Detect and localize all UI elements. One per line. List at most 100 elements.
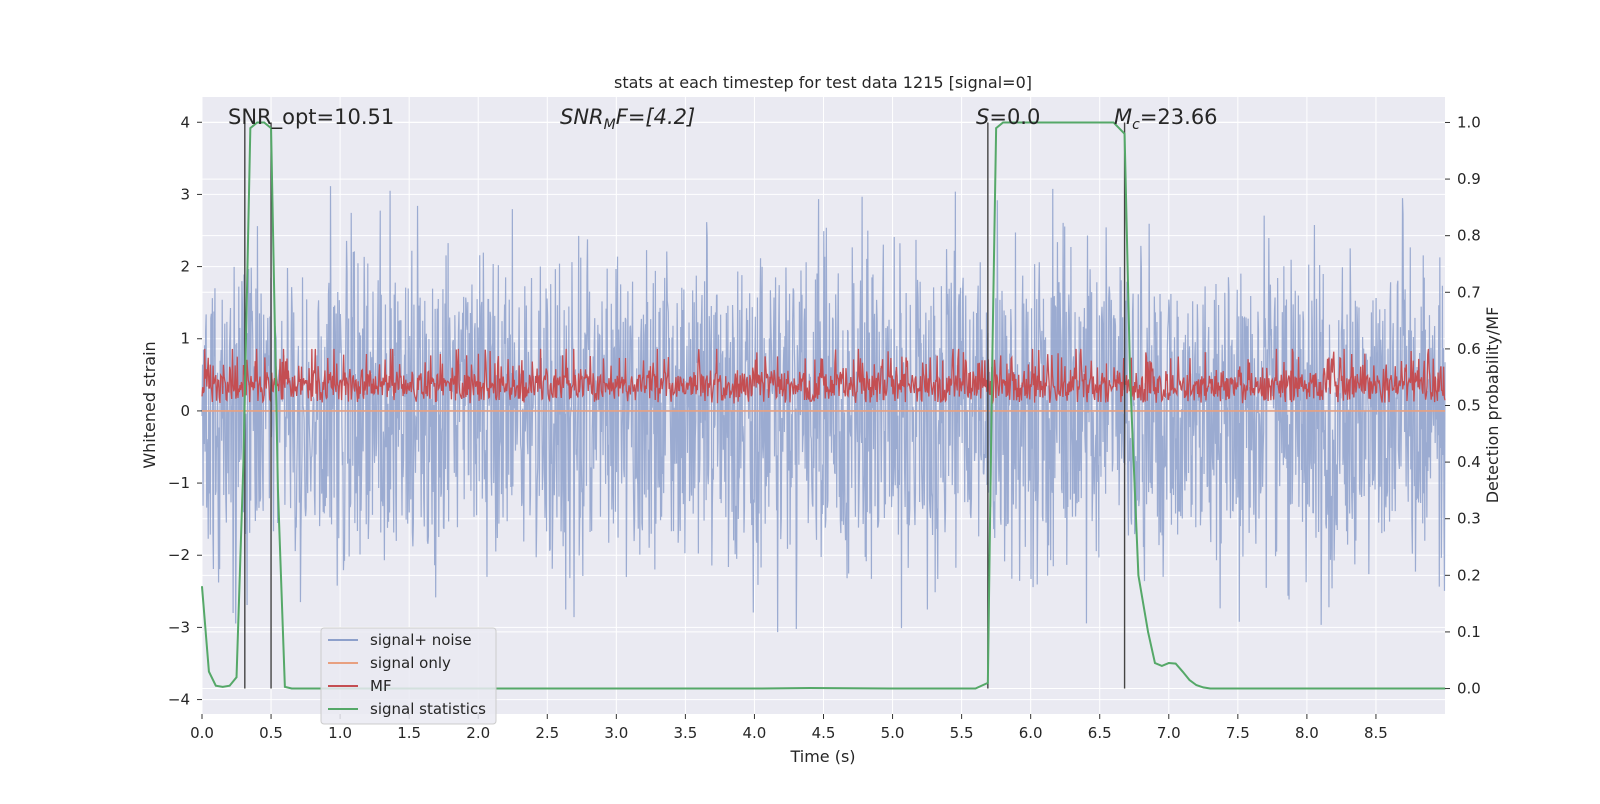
signal-statistics-point — [256, 121, 259, 124]
y-axis-left-label: Whitened strain — [140, 341, 159, 468]
y-right-tick-label: 0.2 — [1457, 566, 1481, 584]
y-right-tick-label: 0.3 — [1457, 510, 1481, 528]
signal-statistics-point — [891, 687, 894, 690]
signal-statistics-point — [1188, 679, 1191, 681]
signal-statistics-point — [1167, 662, 1170, 664]
x-tick-label: 4.0 — [743, 724, 767, 742]
signal-statistics-point — [995, 127, 997, 129]
noise-trace — [201, 186, 1446, 633]
y-left-tick-label: −4 — [168, 691, 190, 709]
signal-statistics-point — [991, 376, 993, 378]
x-tick-label: 8.0 — [1295, 724, 1319, 742]
signal-statistics-point — [208, 670, 210, 673]
y-left-tick-label: 4 — [180, 113, 190, 131]
signal-statistics-point — [1223, 687, 1225, 690]
signal-statistics-point — [215, 684, 217, 687]
signal-statistics-point — [1181, 670, 1184, 673]
signal-statistics-point — [1098, 121, 1101, 124]
signal-statistics-point — [1029, 121, 1032, 124]
annotation-s-rest: =0.0 — [989, 105, 1040, 129]
signal-statistics-point — [1123, 132, 1126, 135]
legend-box — [320, 627, 497, 725]
signal-statistics-point — [235, 676, 238, 679]
y-right-tick-label: 1.0 — [1457, 113, 1481, 131]
x-tick-label: 1.5 — [397, 724, 421, 742]
legend-label-signal: signal only — [370, 654, 451, 672]
signal-statistics-line — [201, 121, 1445, 690]
signal-statistics-point — [263, 121, 265, 124]
axis-ticks: 0.0 0.5 1.0 1.5 2.0 2.5 3.0 3.5 4.0 4.5 5.0 5.5 6.0 6… — [168, 113, 1481, 742]
legend-label-mf: MF — [370, 677, 392, 695]
annotation-s-main: S — [976, 105, 989, 129]
annotation-snr-opt: SNR_opt=10.51 — [228, 105, 394, 130]
y-right-tick-label: 0.5 — [1457, 397, 1481, 415]
signal-statistics-point — [1137, 574, 1140, 577]
y-right-tick-label: 0.6 — [1457, 340, 1481, 358]
signal-statistics-point — [1237, 687, 1239, 690]
y-right-tick-label: 0.8 — [1457, 227, 1481, 245]
signal-statistics-point — [1112, 121, 1115, 124]
signal-statistics-point — [284, 686, 286, 688]
annotation-mc-rest: =23.66 — [1140, 105, 1218, 129]
y-left-tick-label: −1 — [168, 474, 190, 492]
x-tick-label: 0.0 — [190, 724, 214, 742]
legend-label-stat: signal statistics — [370, 700, 486, 718]
mf-trace — [201, 348, 1446, 404]
y-right-tick-label: 0.4 — [1457, 453, 1481, 471]
signal-statistics-point — [277, 489, 279, 492]
annotation-snr-mf-main: SNR — [560, 105, 604, 129]
signal-statistics-point — [1209, 687, 1212, 690]
signal-statistics-point — [242, 461, 245, 463]
signal-statistics-point — [270, 127, 272, 129]
y-right-tick-label: 0.0 — [1457, 680, 1481, 698]
signal-statistics-point — [808, 687, 811, 689]
annotation-snr-mf: SNRMF=[4.2] — [560, 105, 695, 133]
x-tick-label: 5.0 — [881, 724, 905, 742]
signal-statistics-point — [221, 686, 224, 688]
signal-statistics-point — [1161, 665, 1163, 667]
y-left-tick-label: 1 — [180, 330, 190, 348]
signal-statistics-point — [249, 127, 252, 129]
x-tick-label: 6.5 — [1088, 724, 1112, 742]
signal-statistics-point — [615, 687, 618, 690]
y-right-tick-label: 0.7 — [1457, 283, 1481, 301]
series-signal-noise — [201, 186, 1446, 633]
annotation-s: S=0.0 — [976, 105, 1040, 129]
x-tick-label: 6.0 — [1019, 724, 1043, 742]
y-left-tick-label: −3 — [168, 618, 190, 636]
x-tick-label: 5.5 — [950, 724, 974, 742]
x-axis-label: Time (s) — [789, 747, 855, 766]
y-left-tick-label: 2 — [180, 258, 190, 276]
y-left-tick-label: 0 — [180, 402, 190, 420]
signal-statistics-point — [974, 687, 977, 690]
signal-statistics-point — [1375, 687, 1377, 690]
legend-label-noise: signal+ noise — [370, 631, 472, 649]
annotation-mc-sub: c — [1132, 117, 1140, 133]
series-mf — [201, 348, 1446, 404]
y-left-tick-label: 3 — [180, 185, 190, 203]
y-right-tick-label: 0.9 — [1457, 170, 1481, 188]
x-tick-label: 7.5 — [1226, 724, 1250, 742]
y-axis-right-label: Detection probability/MF — [1483, 307, 1502, 504]
x-tick-label: 8.5 — [1364, 724, 1388, 742]
signal-statistics-point — [1002, 121, 1004, 124]
x-tick-label: 1.0 — [328, 724, 352, 742]
y-right-tick-label: 0.1 — [1457, 623, 1481, 641]
signal-statistics-point — [1202, 686, 1205, 689]
x-tick-label: 7.0 — [1157, 724, 1181, 742]
x-tick-label: 3.5 — [673, 724, 697, 742]
annotation-snr-mf-rest: F=[4.2] — [616, 105, 695, 129]
x-tick-label: 4.5 — [812, 724, 836, 742]
x-tick-label: 2.5 — [535, 724, 559, 742]
annotation-snr-mf-sub: M — [604, 117, 616, 133]
signal-statistics-point — [290, 687, 293, 690]
x-tick-label: 0.5 — [259, 724, 283, 742]
annotation-mc-main: M — [1114, 105, 1132, 129]
annotation-mc: Mc=23.66 — [1114, 105, 1218, 133]
signal-statistics-point — [201, 585, 203, 588]
signal-statistics-point — [1154, 662, 1156, 664]
y-left-tick-label: −2 — [168, 546, 190, 564]
chart-title: stats at each timestep for test data 121… — [614, 73, 1032, 92]
